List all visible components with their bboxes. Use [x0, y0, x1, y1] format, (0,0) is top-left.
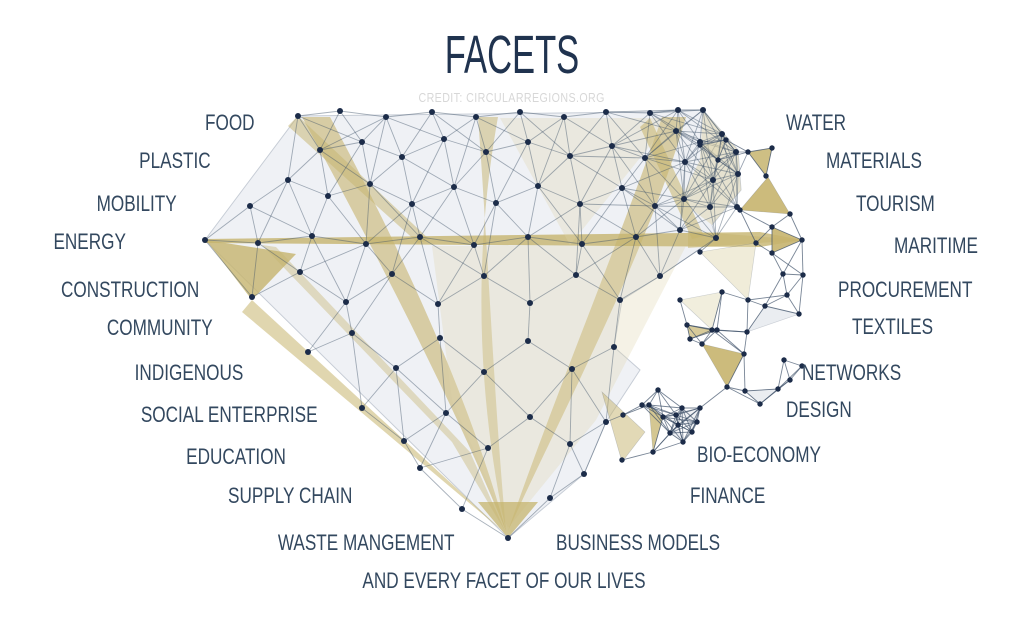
- credit-text: CREDIT: CIRCULARREGIONS.ORG: [418, 90, 606, 105]
- facet-label-networks: NETWORKS: [802, 360, 902, 385]
- facet-label-tourism: TOURISM: [856, 191, 935, 216]
- facet-label-community: COMMUNITY: [107, 315, 213, 340]
- facet-label-procurement: PROCUREMENT: [838, 277, 973, 302]
- facet-label-bio-economy: BIO-ECONOMY: [697, 442, 821, 467]
- facet-label-maritime: MARITIME: [894, 233, 978, 258]
- facet-label-supply-chain: SUPPLY CHAIN: [227, 483, 352, 508]
- facet-label-mobility: MOBILITY: [96, 191, 177, 216]
- facet-label-food: FOOD: [205, 110, 255, 135]
- facet-label-waste-mangement: WASTE MANGEMENT: [278, 530, 455, 555]
- facet-label-finance: FINANCE: [690, 483, 766, 508]
- facet-label-construction: CONSTRUCTION: [60, 277, 199, 302]
- facet-label-design: DESIGN: [786, 397, 852, 422]
- page-title: FACETS: [444, 25, 580, 85]
- facet-label-energy: ENERGY: [53, 229, 126, 254]
- facet-label-business-models: BUSINESS MODELS: [556, 530, 721, 555]
- facet-label-materials: MATERIALS: [826, 148, 922, 173]
- facet-label-social-enterprise: SOCIAL ENTERPRISE: [141, 402, 318, 427]
- facet-label-water: WATER: [786, 110, 847, 135]
- facet-label-indigenous: INDIGENOUS: [134, 360, 243, 385]
- facet-label-plastic: PLASTIC: [139, 148, 211, 173]
- facet-label-textiles: TEXTILES: [852, 314, 934, 339]
- facet-label-education: EDUCATION: [186, 444, 286, 469]
- tagline: AND EVERY FACET OF OUR LIVES: [362, 568, 646, 593]
